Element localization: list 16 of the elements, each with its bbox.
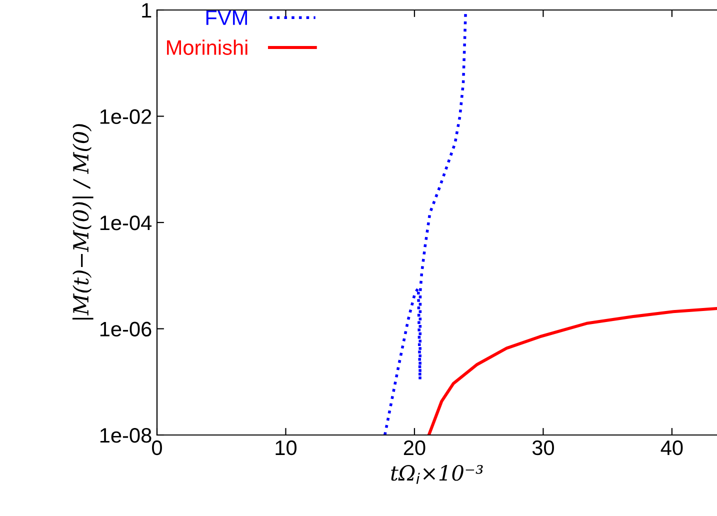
x-tick-label: 10 xyxy=(276,440,297,456)
legend-label: FVM xyxy=(206,10,247,25)
y-tick-label: 1e-08 xyxy=(100,428,152,443)
y-tick-label: 1e-06 xyxy=(100,322,152,337)
x-tick-label: 40 xyxy=(660,440,683,456)
y-tick-label: 1e-04 xyxy=(100,216,152,230)
y-tick-label: 1e-02 xyxy=(100,109,152,124)
y-axis-title: |M(t)−M(0)| / M(0) xyxy=(72,124,94,320)
x-tick-label: 0 xyxy=(152,440,162,456)
y-tick-label: 1 xyxy=(142,3,152,18)
x-tick-label: 20 xyxy=(404,440,426,456)
line-series xyxy=(428,307,717,435)
line-series xyxy=(383,12,467,435)
legend-label: Morinishi xyxy=(167,40,248,55)
x-tick-label: 30 xyxy=(532,440,554,456)
x-axis-title: tΩ$_{i}$×10⁻³ xyxy=(391,465,483,484)
